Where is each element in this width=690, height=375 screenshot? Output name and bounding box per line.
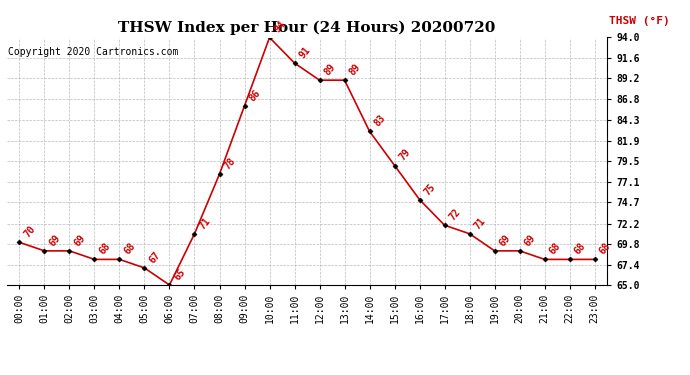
Text: 91: 91 (297, 45, 313, 60)
Text: 94: 94 (273, 19, 288, 35)
Text: 79: 79 (397, 147, 413, 163)
Text: 65: 65 (172, 267, 188, 282)
Text: 72: 72 (447, 207, 462, 222)
Text: 71: 71 (197, 216, 213, 231)
Text: 89: 89 (347, 62, 362, 77)
Text: 89: 89 (322, 62, 337, 77)
Text: 68: 68 (573, 241, 588, 256)
Text: 78: 78 (222, 156, 237, 171)
Text: 69: 69 (72, 232, 88, 248)
Text: 86: 86 (247, 88, 262, 103)
Text: 68: 68 (547, 241, 562, 256)
Title: THSW Index per Hour (24 Hours) 20200720: THSW Index per Hour (24 Hours) 20200720 (119, 21, 495, 35)
Text: 68: 68 (598, 241, 613, 256)
Text: 67: 67 (147, 250, 162, 265)
Text: 68: 68 (97, 241, 112, 256)
Text: 69: 69 (522, 232, 538, 248)
Text: 83: 83 (373, 113, 388, 129)
Text: 69: 69 (497, 232, 513, 248)
Text: 70: 70 (22, 224, 37, 240)
Text: 71: 71 (473, 216, 488, 231)
Text: 75: 75 (422, 182, 437, 197)
Text: 68: 68 (122, 241, 137, 256)
Text: THSW (°F): THSW (°F) (609, 16, 670, 26)
Text: 69: 69 (47, 232, 62, 248)
Text: Copyright 2020 Cartronics.com: Copyright 2020 Cartronics.com (8, 47, 179, 57)
